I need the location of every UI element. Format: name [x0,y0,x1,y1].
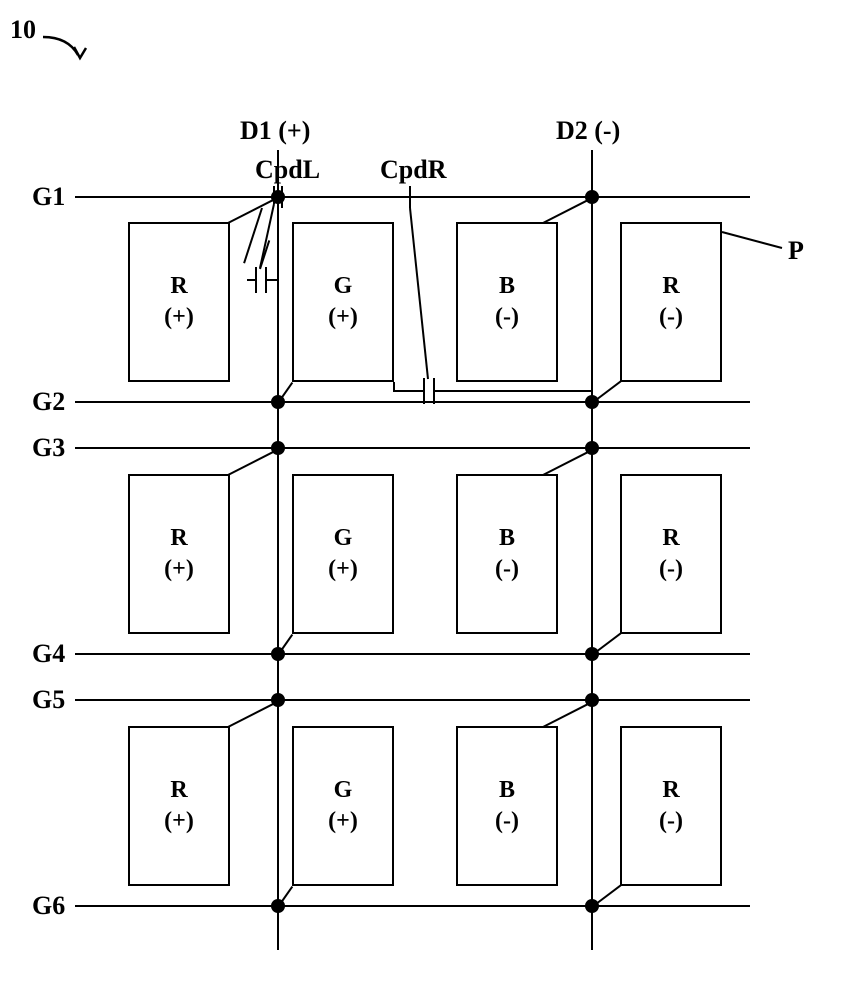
pixel-type: B [499,523,515,554]
g6-hline [75,905,750,907]
cpdr-leader-line [395,186,435,381]
g2-label: G2 [32,387,65,417]
pixel-polarity: (+) [328,554,358,585]
pixel-r2c3: R (-) [620,726,722,886]
pixel-type: R [662,271,679,302]
pixel-polarity: (+) [164,806,194,837]
cpdr-wire-h2 [435,390,592,392]
pixel-r0c2: B (-) [456,222,558,382]
pixel-type: B [499,775,515,806]
pixel-polarity: (-) [659,806,683,837]
pixel-r0c1: G (+) [292,222,394,382]
g4-hline [75,653,750,655]
g3-label: G3 [32,433,65,463]
p-leader-line [720,228,788,254]
pixel-polarity: (-) [659,554,683,585]
d1-label: D1 (+) [240,116,310,146]
pixel-r1c0: R (+) [128,474,230,634]
pixel-type: R [170,523,187,554]
g6-label: G6 [32,891,65,921]
g4-label: G4 [32,639,65,669]
pixel-polarity: (+) [328,302,358,333]
g3-hline [75,447,750,449]
figure-ref-arrow [38,25,98,65]
pixel-type: R [662,775,679,806]
pixel-type: G [334,523,353,554]
pixel-r1c2: B (-) [456,474,558,634]
p-label: P [788,236,804,266]
pixel-r2c2: B (-) [456,726,558,886]
d2-label: D2 (-) [556,116,620,146]
pixel-polarity: (+) [164,302,194,333]
pixel-polarity: (+) [328,806,358,837]
cpdr-wire-h1 [393,390,423,392]
cpdr-plate-left [423,378,425,404]
g5-hline [75,699,750,701]
g2-hline [75,401,750,403]
cpdl-leader-line [252,186,282,271]
cpdl-wire-right [267,279,278,281]
pixel-polarity: (-) [495,302,519,333]
pixel-polarity: (+) [164,554,194,585]
pixel-r0c0: R (+) [128,222,230,382]
pixel-polarity: (-) [495,806,519,837]
pixel-type: G [334,271,353,302]
pixel-r0c3: R (-) [620,222,722,382]
figure-ref-label: 10 [10,15,36,45]
cpdl-label: CpdL [255,155,320,185]
pixel-type: B [499,271,515,302]
g1-label: G1 [32,182,65,212]
pixel-type: G [334,775,353,806]
pixel-type: R [170,775,187,806]
tft-r2c0 [228,701,279,728]
tft-r0c2 [543,197,594,224]
pixel-type: R [662,523,679,554]
tft-r1c0 [228,449,279,476]
pixel-polarity: (-) [659,302,683,333]
cpdl-wire-left [247,279,255,281]
pixel-r1c1: G (+) [292,474,394,634]
pixel-r1c3: R (-) [620,474,722,634]
pixel-r2c0: R (+) [128,726,230,886]
pixel-polarity: (-) [495,554,519,585]
pixel-type: R [170,271,187,302]
tft-r1c2 [543,449,594,476]
pixel-r2c1: G (+) [292,726,394,886]
tft-r2c2 [543,701,594,728]
cpdr-label: CpdR [380,155,446,185]
d2-vline [591,150,593,950]
g5-label: G5 [32,685,65,715]
